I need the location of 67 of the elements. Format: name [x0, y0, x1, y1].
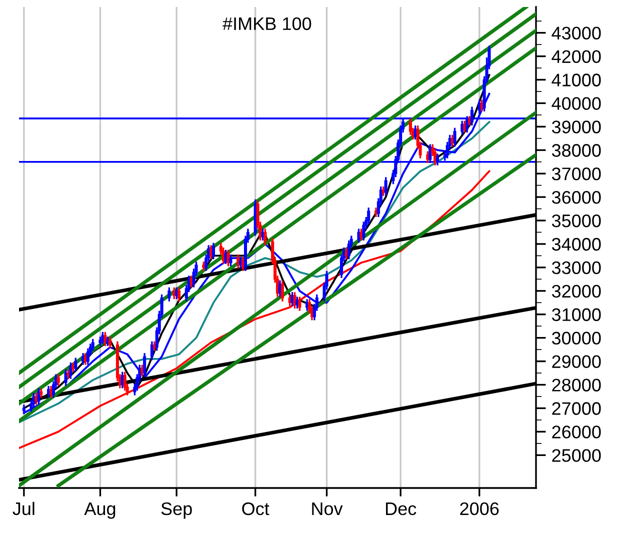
candlestick [367, 206, 370, 225]
y-tick-label: 31000 [552, 308, 601, 322]
y-tick-label: 43000 [552, 26, 601, 40]
y-tick-label: 38000 [552, 144, 601, 157]
candlestick [226, 249, 230, 268]
candlestick [143, 352, 146, 378]
candlestick [177, 286, 181, 302]
candlestick [293, 291, 296, 310]
candlestick [32, 392, 36, 408]
candlestick [298, 296, 302, 312]
y-tick-label: 30000 [552, 332, 601, 345]
y-tick-label: 27000 [552, 402, 601, 415]
candlestick [347, 240, 350, 260]
candlestick [362, 220, 366, 242]
y-tick-label: 39000 [552, 120, 601, 134]
candlestick [434, 148, 437, 166]
candlestick [453, 127, 456, 148]
x-tick-label: Sep [161, 502, 192, 519]
candlestick [202, 260, 206, 272]
candlestick [98, 336, 102, 347]
candlestick [468, 115, 472, 126]
candlestick [37, 387, 40, 406]
candlestick [56, 373, 60, 387]
y-tick-label: 40000 [552, 97, 601, 110]
y-tick-label: 41000 [552, 74, 601, 86]
y-tick-label: 35000 [552, 214, 601, 228]
candlestick [86, 348, 90, 366]
x-tick-label: Dec [386, 502, 416, 516]
candlestick [212, 242, 216, 260]
candlestick [69, 362, 72, 380]
candlestick [264, 228, 267, 246]
y-tick-label: 34000 [552, 238, 601, 251]
candlestick [280, 280, 284, 302]
chart-title: #IMKB 100 [222, 17, 312, 30]
candlestick [40, 387, 43, 398]
candlestick [72, 362, 75, 373]
y-tick-label: 25000 [552, 449, 601, 462]
line-series [19, 170, 490, 450]
y-tick-label: 36000 [552, 190, 601, 204]
candlestick [123, 371, 126, 392]
candlestick [222, 246, 225, 265]
candlestick [408, 118, 412, 136]
candlestick [108, 336, 112, 350]
candlestick [66, 368, 70, 380]
x-tick-label: Oct [242, 502, 270, 516]
candlestick [64, 368, 68, 387]
candlestick [91, 338, 94, 352]
candlestick [384, 176, 388, 197]
y-tick-label: 32000 [552, 284, 601, 298]
candlestick [150, 340, 154, 361]
candlestick [104, 331, 107, 347]
y-tick-label: 37000 [552, 168, 601, 180]
y-tick-label: 26000 [552, 426, 601, 438]
x-tick-label: Aug [84, 502, 116, 519]
candlestick [382, 186, 385, 197]
candlestick [229, 254, 232, 268]
x-tick-label: 2006 [460, 502, 499, 516]
x-tick-label: Nov [312, 502, 343, 516]
x-tick-label: Jul [12, 502, 34, 516]
y-tick-label: 28000 [552, 378, 601, 392]
y-tick-label: 29000 [552, 355, 601, 368]
candlestick [236, 254, 240, 270]
candlestick [74, 356, 78, 373]
candlestick [374, 206, 378, 218]
candlestick [168, 286, 171, 302]
y-tick-label: 33000 [552, 261, 601, 274]
y-tick-label: 42000 [552, 50, 601, 63]
